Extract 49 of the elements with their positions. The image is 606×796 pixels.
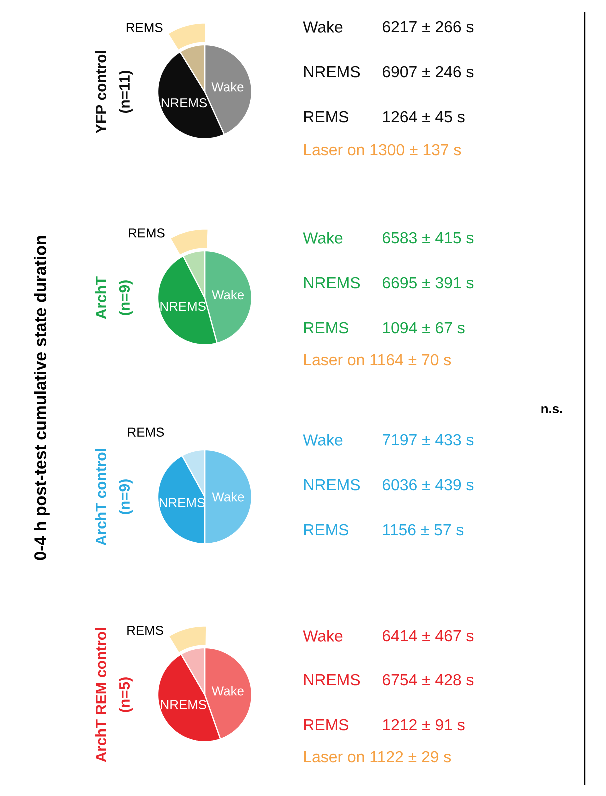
category-label: Wake: [303, 630, 343, 642]
text: (n=11): [119, 70, 133, 114]
category-label: Wake: [303, 232, 343, 244]
text: 6695 ± 391 s: [383, 277, 474, 289]
slice-label: REMS: [126, 23, 163, 32]
text: 6907 ± 246 s: [383, 66, 474, 78]
slice-label: Wake: [212, 492, 244, 502]
category-label: REMS: [304, 719, 349, 731]
text: 6036 ± 439 s: [383, 479, 474, 491]
slice-label: REMS: [128, 428, 164, 437]
text: 0-4 h post-test cumulative state duration: [34, 236, 50, 560]
category-label: REMS: [304, 524, 349, 536]
category-label: NREMS: [304, 674, 360, 686]
text: 1094 ± 67 s: [383, 322, 465, 334]
category-label: NREMS: [304, 66, 360, 78]
text: 6583 ± 415 s: [383, 232, 474, 244]
slice-label: NREMS: [160, 498, 206, 508]
text: ArchT: [96, 276, 106, 320]
slice-label: NREMS: [160, 302, 206, 312]
text: (n=9): [119, 280, 133, 316]
text: 6754 ± 428 s: [383, 674, 474, 686]
text: Laser on 1164 ± 70 s: [304, 354, 452, 366]
text: (n=9): [119, 480, 133, 514]
slice-label: NREMS: [161, 700, 206, 710]
text: 6217 ± 266 s: [383, 21, 474, 33]
text: 6414 ± 467 s: [383, 630, 474, 642]
text: ArchT control: [96, 449, 106, 546]
category-label: Wake: [303, 434, 343, 446]
category-label: NREMS: [304, 479, 360, 491]
text: YFP control: [96, 51, 106, 134]
category-label: NREMS: [304, 277, 360, 289]
category-label: Wake: [303, 21, 343, 33]
text: n.s.: [542, 406, 562, 414]
text: 7197 ± 433 s: [383, 434, 474, 446]
slice-label: NREMS: [162, 98, 208, 108]
text: ArchT REM control: [96, 628, 106, 762]
slice-label: Wake: [212, 290, 244, 300]
text: Laser on 1300 ± 137 s: [304, 144, 462, 156]
text: Laser on 1122 ± 29 s: [304, 751, 452, 763]
category-label: REMS: [304, 322, 349, 334]
text: 1264 ± 45 s: [383, 111, 465, 123]
text: (n=5): [119, 678, 133, 712]
text: 1212 ± 91 s: [383, 719, 465, 731]
slice-label: Wake: [212, 686, 244, 696]
text: 1156 ± 57 s: [383, 524, 464, 536]
category-label: REMS: [304, 111, 349, 123]
slice-label: REMS: [129, 228, 165, 238]
slice-label: Wake: [212, 82, 244, 92]
slice-label: REMS: [128, 626, 164, 636]
